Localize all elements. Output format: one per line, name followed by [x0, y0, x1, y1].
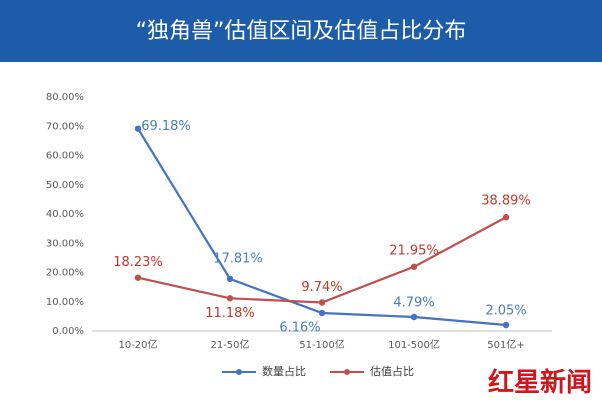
- series-line: [137, 128, 507, 327]
- point: [134, 125, 142, 132]
- data-label: 18.23%: [113, 255, 163, 270]
- point: [502, 214, 510, 221]
- data-label: 17.81%: [213, 251, 263, 266]
- data-label: 2.05%: [485, 304, 526, 319]
- logo: 红星新闻: [488, 367, 592, 398]
- legend-label: 估值占比: [370, 364, 414, 378]
- y-tick-label: 80.00%: [46, 92, 84, 103]
- x-tick-label: 10-20亿: [118, 338, 157, 351]
- y-tick-label: 30.00%: [46, 238, 84, 249]
- data-label: 11.18%: [205, 306, 255, 321]
- y-tick-label: 20.00%: [46, 268, 84, 279]
- x-tick-label: 101-500亿: [388, 338, 440, 351]
- y-tick-label: 10.00%: [46, 297, 84, 308]
- point: [318, 299, 326, 306]
- point: [502, 321, 510, 329]
- legend-label: 数量占比: [262, 364, 306, 378]
- legend-marker: [344, 369, 350, 375]
- legend-marker: [236, 369, 242, 375]
- point: [410, 313, 418, 321]
- point: [410, 263, 418, 270]
- data-label: 69.18%: [141, 119, 191, 134]
- point: [226, 295, 234, 302]
- chart-title: “独角兽”估值区间及估值占比分布: [136, 19, 467, 44]
- point: [226, 275, 234, 283]
- data-label: 4.79%: [393, 295, 434, 310]
- y-tick-label: 0.00%: [52, 326, 84, 337]
- title-banner: [0, 0, 602, 62]
- data-label: 6.16%: [279, 320, 320, 335]
- y-tick-label: 50.00%: [46, 180, 84, 191]
- data-label: 9.74%: [301, 280, 342, 295]
- x-tick-label: 501亿+: [487, 338, 524, 351]
- x-tick-label: 21-50亿: [210, 338, 249, 351]
- point: [318, 309, 326, 317]
- x-tick-label: 51-100亿: [299, 338, 344, 351]
- point: [134, 274, 142, 281]
- y-tick-label: 70.00%: [46, 121, 84, 132]
- data-label: 21.95%: [389, 243, 439, 258]
- y-tick-label: 40.00%: [46, 209, 84, 220]
- data-label: 38.89%: [481, 194, 531, 209]
- y-tick-label: 60.00%: [46, 151, 84, 162]
